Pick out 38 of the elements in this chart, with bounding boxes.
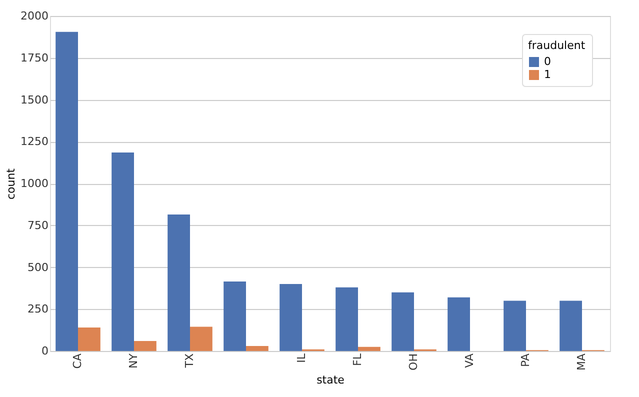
x-tick-label: OH <box>407 354 420 370</box>
x-tick-label: IL <box>295 352 308 363</box>
bar <box>56 32 78 351</box>
bar <box>112 152 134 351</box>
y-axis-title: count <box>4 168 18 200</box>
bar <box>134 340 156 351</box>
bar <box>280 284 302 351</box>
bar <box>224 281 246 351</box>
bar <box>190 326 212 351</box>
y-tick-label: 250 <box>28 302 48 316</box>
bar <box>448 297 470 351</box>
x-tick-label: FL <box>351 352 364 366</box>
y-tick-label: 1250 <box>20 135 48 148</box>
x-tick-label: MA <box>575 353 588 371</box>
bar <box>336 287 358 351</box>
x-tick-label: CA <box>71 353 84 369</box>
y-tick-label: 1500 <box>20 93 48 106</box>
y-tick-label: 1750 <box>20 51 48 64</box>
x-tick-label: TX <box>183 353 196 369</box>
bar <box>504 300 526 351</box>
bar <box>168 214 190 351</box>
y-tick-label: 2000 <box>20 10 48 22</box>
legend-title: fraudulent <box>528 39 586 52</box>
y-tick-label: 1000 <box>20 177 48 190</box>
bar <box>78 328 100 351</box>
y-tick-label: 0 <box>42 344 48 358</box>
bar <box>358 346 380 351</box>
legend-label: 0 <box>544 55 551 68</box>
y-tick-label: 750 <box>28 218 48 232</box>
y-tick-label: 500 <box>28 260 48 274</box>
bar <box>560 300 582 351</box>
x-tick-label: NY <box>127 353 140 368</box>
legend-label: 1 <box>544 68 551 81</box>
x-axis-title: state <box>316 374 345 387</box>
x-tick-label: VA <box>463 353 476 368</box>
x-tick-label: PA <box>519 353 532 367</box>
bar <box>392 292 414 351</box>
bar <box>246 346 268 351</box>
